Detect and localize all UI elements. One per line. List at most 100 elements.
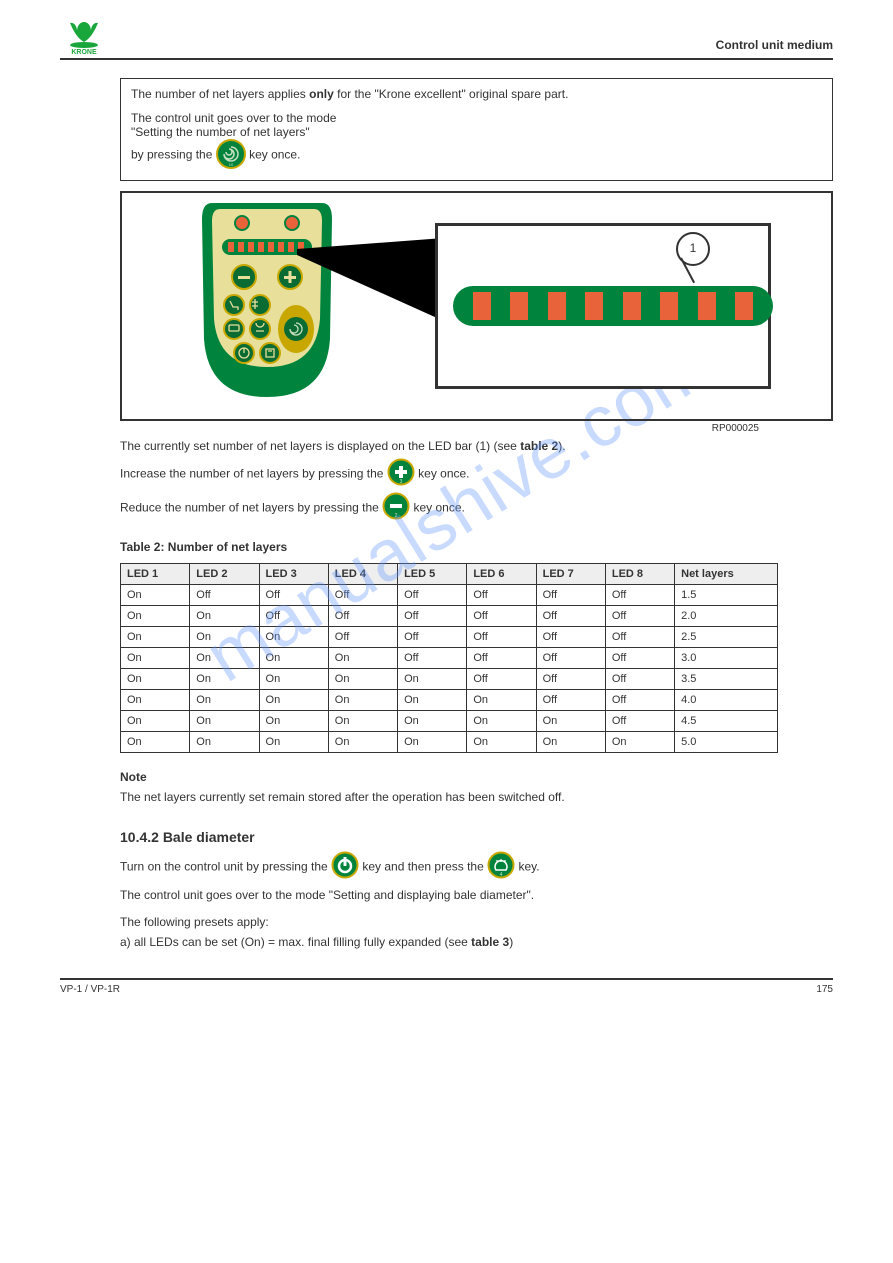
brand-logo: KRONE [60, 20, 108, 56]
table-cell: 3.0 [675, 647, 778, 668]
minus-icon[interactable]: 2 [382, 492, 410, 524]
text: "Setting the number of net layers" [131, 125, 310, 139]
table-cell: On [259, 647, 328, 668]
table-cell: On [467, 710, 536, 731]
table-cell: On [398, 689, 467, 710]
table-cell: Off [605, 626, 674, 647]
text: by pressing the [131, 148, 216, 162]
svg-text:10: 10 [228, 162, 233, 167]
table-cell: On [259, 710, 328, 731]
table-cell: On [328, 647, 397, 668]
table-cell: Off [467, 647, 536, 668]
led-1 [473, 292, 491, 320]
led-6 [660, 292, 678, 320]
led-bar [453, 286, 773, 326]
table-cell: On [259, 731, 328, 752]
table-cell: On [328, 710, 397, 731]
text: for the "Krone excellent" original spare… [334, 87, 569, 101]
text: Turn on the control unit by pressing the [120, 859, 331, 873]
table-header: LED 7 [536, 563, 605, 584]
table-cell: On [121, 689, 190, 710]
table-row: OnOnOnOnOnOnOnOn5.0 [121, 731, 778, 752]
table-cell: On [121, 710, 190, 731]
table-cell: On [190, 689, 259, 710]
svg-text:KRONE: KRONE [71, 49, 97, 56]
text-bold: only [309, 87, 334, 101]
text: Increase the number of net layers by pre… [120, 466, 387, 480]
svg-text:4: 4 [500, 872, 503, 878]
table-cell: Off [605, 647, 674, 668]
power-icon[interactable] [331, 851, 359, 883]
presets-a: a) all LEDs can be set (On) = max. final… [120, 934, 833, 950]
table-cell: On [328, 689, 397, 710]
text: Reduce the number of net layers by press… [120, 501, 382, 515]
table-cell: On [121, 584, 190, 605]
table-cell: On [467, 731, 536, 752]
table-cell: Off [398, 605, 467, 626]
text: key and then press the [362, 859, 487, 873]
table-cell: On [259, 668, 328, 689]
text: The control unit goes over to the mode [131, 111, 822, 125]
table-row: OnOffOffOffOffOffOffOff1.5 [121, 584, 778, 605]
table-header: LED 5 [398, 563, 467, 584]
table-cell: On [605, 731, 674, 752]
section2-line2: The control unit goes over to the mode "… [120, 887, 833, 903]
figure-label: RP000025 [60, 423, 759, 434]
table-cell: Off [605, 584, 674, 605]
table-cell: 2.0 [675, 605, 778, 626]
table-header: LED 4 [328, 563, 397, 584]
table-cell: Off [467, 626, 536, 647]
text: key once. [418, 466, 469, 480]
table-cell: Off [467, 605, 536, 626]
note-line-3: by pressing the 10 key once. [131, 139, 822, 172]
table-cell: On [190, 647, 259, 668]
table-row: OnOnOffOffOffOffOffOff2.0 [121, 605, 778, 626]
header-title: Control unit medium [716, 20, 833, 52]
presets-intro: The following presets apply: [120, 914, 833, 930]
led-bar-zoom: 1 [435, 223, 771, 389]
table-cell: On [398, 668, 467, 689]
table-cell: On [398, 710, 467, 731]
table-cell: Off [259, 605, 328, 626]
table-row: OnOnOnOnOnOnOnOff4.5 [121, 710, 778, 731]
footer-left: VP-1 / VP-1R [60, 984, 120, 995]
table-cell: 2.5 [675, 626, 778, 647]
net-layers-table: LED 1LED 2LED 3LED 4LED 5LED 6LED 7LED 8… [120, 563, 778, 753]
spiral-icon[interactable]: 10 [216, 139, 246, 172]
diameter-icon[interactable]: 4 [487, 851, 515, 883]
table-cell: 1.5 [675, 584, 778, 605]
table-cell: Off [536, 584, 605, 605]
table-cell: 3.5 [675, 668, 778, 689]
page-header: KRONE Control unit medium [60, 20, 833, 60]
text: a) all LEDs can be set (On) = max. final… [120, 935, 471, 949]
table-cell: Off [328, 605, 397, 626]
table-caption: Table 2: Number of net layers [120, 539, 833, 555]
table-cell: Off [467, 668, 536, 689]
svg-text:2: 2 [395, 513, 398, 519]
text-bold: table 3 [471, 935, 509, 949]
table-row: OnOnOnOffOffOffOffOff2.5 [121, 626, 778, 647]
table-cell: Off [536, 689, 605, 710]
table-cell: Off [328, 626, 397, 647]
table-cell: Off [328, 584, 397, 605]
text: key once. [249, 148, 300, 162]
plus-icon[interactable]: 3 [387, 458, 415, 490]
led-2 [510, 292, 528, 320]
note-line-2: The control unit goes over to the mode "… [131, 111, 822, 139]
table-cell: On [259, 626, 328, 647]
text: key once. [414, 501, 465, 515]
table-cell: Off [398, 647, 467, 668]
table-cell: On [190, 731, 259, 752]
table-cell: On [190, 710, 259, 731]
note-line-1: The number of net layers applies only fo… [131, 87, 822, 101]
device-figure: 1 [120, 191, 833, 421]
text: The number of net layers applies [131, 87, 309, 101]
table-cell: Off [605, 605, 674, 626]
table-row: OnOnOnOnOnOffOffOff3.5 [121, 668, 778, 689]
table-cell: Off [467, 584, 536, 605]
table-cell: On [121, 668, 190, 689]
page-footer: VP-1 / VP-1R 175 [60, 978, 833, 995]
table-header: LED 8 [605, 563, 674, 584]
led-3 [548, 292, 566, 320]
increase-instruction: Increase the number of net layers by pre… [120, 458, 833, 490]
